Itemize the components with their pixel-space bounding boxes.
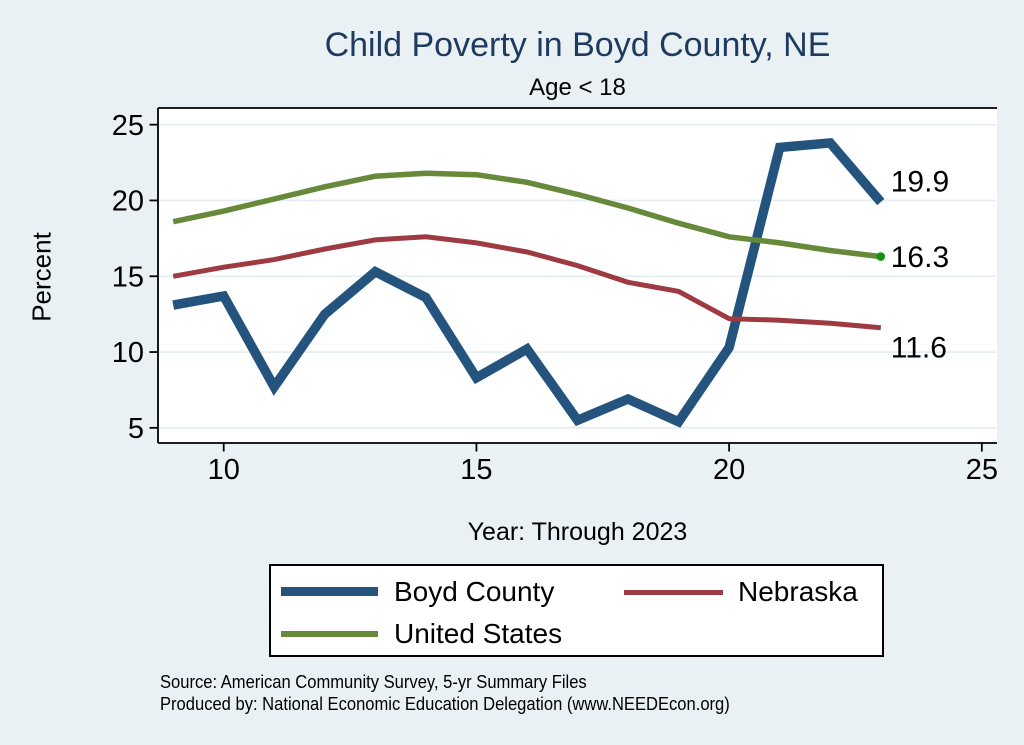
source-line: Source: American Community Survey, 5-yr …	[160, 672, 587, 692]
chart-subtitle: Age < 18	[529, 74, 626, 101]
legend-label-nebraska: Nebraska	[738, 576, 858, 607]
x-tick-label-15: 15	[460, 454, 492, 486]
end-value-label-11.6: 11.6	[891, 331, 947, 364]
chart-title: Child Poverty in Boyd County, NE	[324, 26, 831, 64]
end-value-label-19.9: 19.9	[891, 165, 949, 198]
end-value-label-16.3: 16.3	[891, 241, 949, 274]
y-tick-label-5: 5	[128, 413, 144, 445]
produced-by-line: Produced by: National Economic Education…	[160, 694, 730, 714]
series-line-boyd-county	[172, 137, 885, 428]
x-tick-label-20: 20	[713, 454, 745, 486]
source-note: Source: American Community Survey, 5-yr …	[160, 671, 779, 715]
series-line-united-states	[172, 170, 882, 260]
y-tick-label-20: 20	[112, 186, 144, 218]
y-tick-label-10: 10	[112, 337, 144, 369]
legend-label-united-states: United States	[394, 618, 563, 649]
x-axis-title: Year: Through 2023	[467, 518, 688, 546]
united-states-line-swatch	[281, 631, 378, 637]
series-line-nebraska	[172, 234, 882, 331]
end-marker-united-states	[876, 252, 886, 261]
y-axis-title: Percent	[26, 232, 57, 322]
x-tick-label-25: 25	[966, 454, 998, 486]
nebraska-line-swatch	[624, 590, 723, 595]
legend: Boyd County Nebraska United States	[269, 564, 884, 657]
x-tick-label-10: 10	[208, 454, 240, 486]
y-tick-label-15: 15	[112, 261, 144, 293]
y-tick-label-25: 25	[112, 110, 144, 142]
boyd-county-line-swatch	[281, 587, 378, 596]
legend-label-boyd-county: Boyd County	[394, 576, 555, 607]
